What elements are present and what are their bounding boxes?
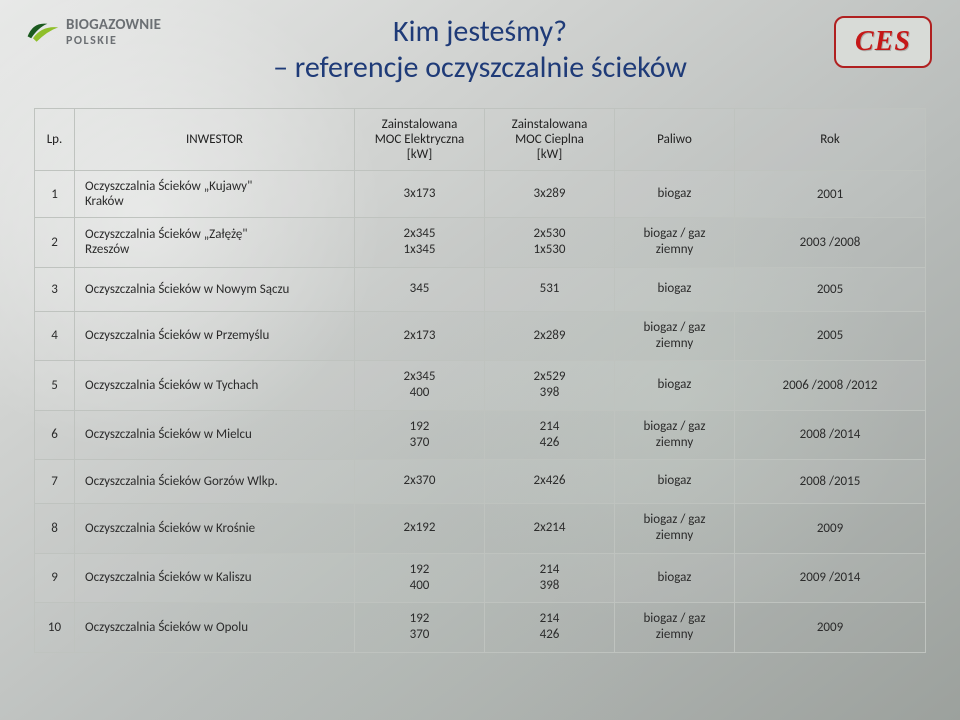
references-table-wrap: Lp. INWESTOR Zainstalowana MOC Elektrycz… xyxy=(34,108,926,653)
cell-lp: 7 xyxy=(35,460,75,504)
cell-lp: 1 xyxy=(35,171,75,218)
cell-rok: 2009 xyxy=(735,504,926,554)
col-pal: Paliwo xyxy=(615,109,735,171)
cell-inv: Oczyszczalnia Ścieków w Przemyślu xyxy=(75,311,355,361)
table-row: 10Oczyszczalnia Ścieków w Opolu192 37021… xyxy=(35,603,926,653)
cell-me: 3x173 xyxy=(355,171,485,218)
cell-me: 192 400 xyxy=(355,553,485,603)
cell-lp: 10 xyxy=(35,603,75,653)
cell-pal: biogaz xyxy=(615,267,735,311)
logo-line2: POLSKIE xyxy=(66,35,161,47)
cell-lp: 6 xyxy=(35,410,75,460)
cell-me: 345 xyxy=(355,267,485,311)
cell-me: 192 370 xyxy=(355,410,485,460)
cell-rok: 2009 xyxy=(735,603,926,653)
cell-pal: biogaz / gaz ziemny xyxy=(615,311,735,361)
cell-inv: Oczyszczalnia Ścieków w Opolu xyxy=(75,603,355,653)
cell-mc: 214 426 xyxy=(485,603,615,653)
cell-me: 2x370 xyxy=(355,460,485,504)
cell-lp: 9 xyxy=(35,553,75,603)
cell-inv: Oczyszczalnia Ścieków Gorzów Wlkp. xyxy=(75,460,355,504)
col-mc: Zainstalowana MOC Cieplna [kW] xyxy=(485,109,615,171)
table-header-row: Lp. INWESTOR Zainstalowana MOC Elektrycz… xyxy=(35,109,926,171)
cell-mc: 214 426 xyxy=(485,410,615,460)
logo-ces: CES xyxy=(834,16,932,68)
cell-me: 2x173 xyxy=(355,311,485,361)
cell-lp: 3 xyxy=(35,267,75,311)
cell-pal: biogaz / gaz ziemny xyxy=(615,410,735,460)
table-row: 4Oczyszczalnia Ścieków w Przemyślu2x1732… xyxy=(35,311,926,361)
cell-rok: 2006 /2008 /2012 xyxy=(735,361,926,411)
cell-pal: biogaz xyxy=(615,460,735,504)
cell-me: 2x345 400 xyxy=(355,361,485,411)
cell-mc: 2x426 xyxy=(485,460,615,504)
cell-inv: Oczyszczalnia Ścieków w Nowym Sączu xyxy=(75,267,355,311)
cell-lp: 4 xyxy=(35,311,75,361)
cell-inv: Oczyszczalnia Ścieków „Kujawy" Kraków xyxy=(75,171,355,218)
cell-inv: Oczyszczalnia Ścieków w Kaliszu xyxy=(75,553,355,603)
logo-ces-text: CES xyxy=(855,26,911,58)
cell-pal: biogaz / gaz ziemny xyxy=(615,603,735,653)
cell-me: 2x192 xyxy=(355,504,485,554)
cell-mc: 531 xyxy=(485,267,615,311)
cell-mc: 2x530 1x530 xyxy=(485,218,615,268)
cell-inv: Oczyszczalnia Ścieków w Tychach xyxy=(75,361,355,411)
table-row: 7Oczyszczalnia Ścieków Gorzów Wlkp.2x370… xyxy=(35,460,926,504)
table-row: 2Oczyszczalnia Ścieków „Załężę" Rzeszów2… xyxy=(35,218,926,268)
table-row: 1Oczyszczalnia Ścieków „Kujawy" Kraków3x… xyxy=(35,171,926,218)
table-body: 1Oczyszczalnia Ścieków „Kujawy" Kraków3x… xyxy=(35,171,926,653)
table-row: 5Oczyszczalnia Ścieków w Tychach2x345 40… xyxy=(35,361,926,411)
cell-pal: biogaz / gaz ziemny xyxy=(615,218,735,268)
logo-biogazownie: BIOGAZOWNIE POLSKIE xyxy=(24,18,161,47)
cell-rok: 2008 /2015 xyxy=(735,460,926,504)
cell-rok: 2005 xyxy=(735,311,926,361)
title-line1: Kim jesteśmy? xyxy=(273,14,687,50)
cell-mc: 2x529 398 xyxy=(485,361,615,411)
cell-pal: biogaz xyxy=(615,553,735,603)
cell-lp: 8 xyxy=(35,504,75,554)
table-row: 9Oczyszczalnia Ścieków w Kaliszu192 4002… xyxy=(35,553,926,603)
logo-line1: BIOGAZOWNIE xyxy=(66,18,161,33)
references-table: Lp. INWESTOR Zainstalowana MOC Elektrycz… xyxy=(34,108,926,653)
leaf-icon xyxy=(24,18,60,44)
cell-rok: 2003 /2008 xyxy=(735,218,926,268)
cell-inv: Oczyszczalnia Ścieków „Załężę" Rzeszów xyxy=(75,218,355,268)
table-row: 3Oczyszczalnia Ścieków w Nowym Sączu3455… xyxy=(35,267,926,311)
cell-mc: 2x214 xyxy=(485,504,615,554)
cell-rok: 2009 /2014 xyxy=(735,553,926,603)
cell-me: 2x345 1x345 xyxy=(355,218,485,268)
logo-text: BIOGAZOWNIE POLSKIE xyxy=(66,18,161,47)
cell-mc: 214 398 xyxy=(485,553,615,603)
cell-rok: 2001 xyxy=(735,171,926,218)
cell-lp: 5 xyxy=(35,361,75,411)
col-me: Zainstalowana MOC Elektryczna [kW] xyxy=(355,109,485,171)
slide: BIOGAZOWNIE POLSKIE CES Kim jesteśmy? – … xyxy=(0,0,960,720)
cell-inv: Oczyszczalnia Ścieków w Mielcu xyxy=(75,410,355,460)
cell-inv: Oczyszczalnia Ścieków w Krośnie xyxy=(75,504,355,554)
cell-mc: 2x289 xyxy=(485,311,615,361)
cell-rok: 2005 xyxy=(735,267,926,311)
cell-pal: biogaz / gaz ziemny xyxy=(615,504,735,554)
table-row: 6Oczyszczalnia Ścieków w Mielcu192 37021… xyxy=(35,410,926,460)
table-row: 8Oczyszczalnia Ścieków w Krośnie2x1922x2… xyxy=(35,504,926,554)
cell-mc: 3x289 xyxy=(485,171,615,218)
cell-me: 192 370 xyxy=(355,603,485,653)
page-title: Kim jesteśmy? – referencje oczyszczalnie… xyxy=(273,14,687,86)
cell-rok: 2008 /2014 xyxy=(735,410,926,460)
cell-pal: biogaz xyxy=(615,361,735,411)
col-inv: INWESTOR xyxy=(75,109,355,171)
col-lp: Lp. xyxy=(35,109,75,171)
title-line2: – referencje oczyszczalnie ścieków xyxy=(273,50,687,86)
cell-pal: biogaz xyxy=(615,171,735,218)
cell-lp: 2 xyxy=(35,218,75,268)
col-rok: Rok xyxy=(735,109,926,171)
